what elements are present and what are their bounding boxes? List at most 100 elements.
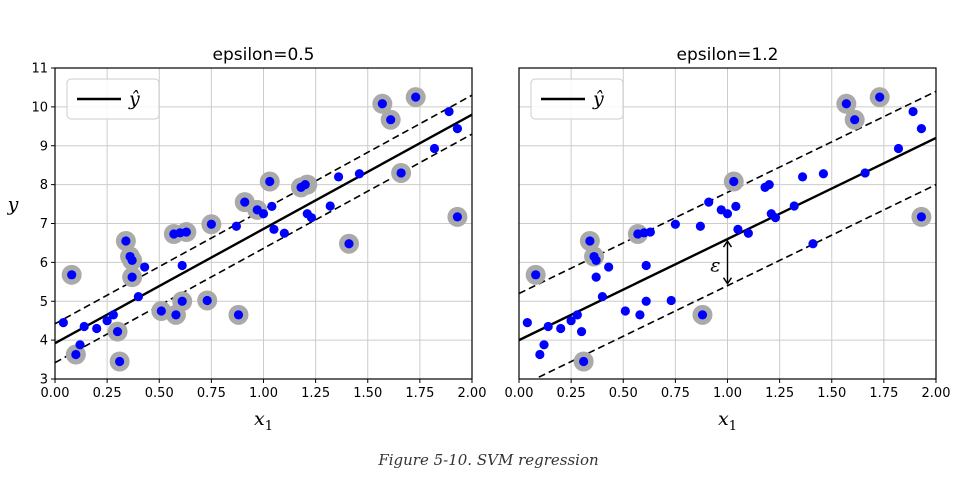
data-point	[556, 323, 566, 334]
data-point	[231, 221, 241, 231]
data-points	[522, 92, 927, 367]
x-tick-label: 2.00	[458, 386, 487, 401]
y-tick-label: 5	[40, 295, 48, 310]
x-axis-label: x1	[718, 408, 737, 434]
axes-frame	[54, 67, 473, 380]
data-point	[522, 318, 532, 328]
data-point	[808, 239, 818, 249]
epsilon-arrow	[722, 239, 733, 285]
data-point	[79, 321, 89, 332]
data-point	[269, 224, 279, 234]
data-point	[233, 310, 244, 320]
y-tick-label: 10	[31, 100, 48, 115]
data-point	[267, 201, 277, 211]
data-point	[386, 115, 396, 125]
x-tick-label: 0.50	[145, 386, 174, 401]
data-point	[333, 172, 344, 182]
x-tick-label: 0.25	[93, 386, 122, 401]
x-tick-label: 0.75	[661, 386, 690, 401]
data-point	[354, 169, 365, 179]
data-point	[92, 323, 102, 334]
data-point	[641, 260, 651, 271]
data-point	[306, 213, 317, 223]
data-point	[265, 176, 275, 187]
legend	[530, 78, 624, 120]
data-point	[850, 115, 860, 125]
data-point	[531, 270, 541, 280]
data-point	[585, 236, 595, 246]
x-axis-label-base: x	[718, 408, 729, 430]
data-point	[535, 349, 545, 360]
data-point	[58, 318, 68, 328]
data-point	[841, 99, 851, 109]
x-tick-label: 1.75	[869, 386, 898, 401]
data-point	[127, 272, 137, 282]
y-axis-label: y	[7, 194, 19, 216]
data-point	[860, 168, 870, 178]
support-vectors	[525, 87, 932, 372]
data-point	[704, 197, 714, 207]
data-point	[429, 143, 440, 154]
data-point	[579, 356, 589, 367]
axes-frame	[518, 67, 937, 380]
y-tick-label: 11	[31, 62, 48, 77]
data-point	[452, 212, 463, 222]
legend-label: ŷ	[128, 88, 140, 110]
x-tick-label: 1.50	[353, 386, 382, 401]
data-points	[58, 92, 463, 367]
data-point	[411, 92, 421, 102]
data-point	[539, 340, 549, 350]
data-point	[279, 228, 289, 238]
data-point	[697, 310, 708, 320]
y-tick-label: 4	[40, 334, 48, 349]
data-point	[733, 224, 743, 234]
data-point	[452, 124, 463, 134]
data-point	[731, 201, 741, 211]
x-axis-label: x1	[254, 408, 273, 434]
data-point	[177, 296, 187, 306]
data-point	[566, 316, 576, 326]
data-point	[300, 180, 310, 190]
x-axis-label-subscript: 1	[729, 419, 737, 434]
data-point	[875, 92, 885, 102]
data-point	[108, 310, 118, 320]
data-point	[670, 219, 680, 229]
x-tick-label: 0.25	[557, 386, 586, 401]
data-point	[258, 209, 269, 219]
data-point	[112, 326, 123, 337]
data-point	[666, 295, 676, 306]
data-point	[576, 326, 587, 337]
figure-caption: Figure 5-10. SVM regression	[378, 451, 599, 469]
data-point	[743, 228, 753, 238]
data-point	[916, 124, 927, 134]
data-point	[102, 316, 112, 326]
data-point	[729, 176, 739, 187]
data-point	[344, 239, 354, 249]
data-point	[444, 106, 454, 117]
data-point	[156, 306, 166, 316]
x-tick-label: 0.75	[197, 386, 226, 401]
data-point	[591, 255, 601, 266]
data-point	[764, 180, 774, 190]
data-point	[620, 306, 630, 316]
subplot-title: epsilon=1.2	[676, 45, 778, 65]
epsilon-arrow-head	[722, 239, 733, 248]
data-point	[818, 169, 829, 179]
x-tick-label: 2.00	[922, 386, 951, 401]
x-tick-label: 1.50	[817, 386, 846, 401]
x-tick-label: 1.00	[713, 386, 742, 401]
data-point	[591, 272, 601, 282]
data-point	[181, 227, 191, 237]
data-point	[133, 291, 143, 302]
data-point	[572, 310, 582, 320]
data-point	[140, 262, 150, 272]
epsilon-arrow-head	[722, 277, 733, 285]
data-point	[115, 356, 125, 367]
x-tick-label: 1.75	[405, 386, 434, 401]
data-point	[396, 168, 406, 178]
legend	[66, 78, 160, 120]
y-tick-label: 3	[40, 373, 48, 388]
data-point	[635, 310, 645, 320]
data-point	[543, 321, 553, 332]
